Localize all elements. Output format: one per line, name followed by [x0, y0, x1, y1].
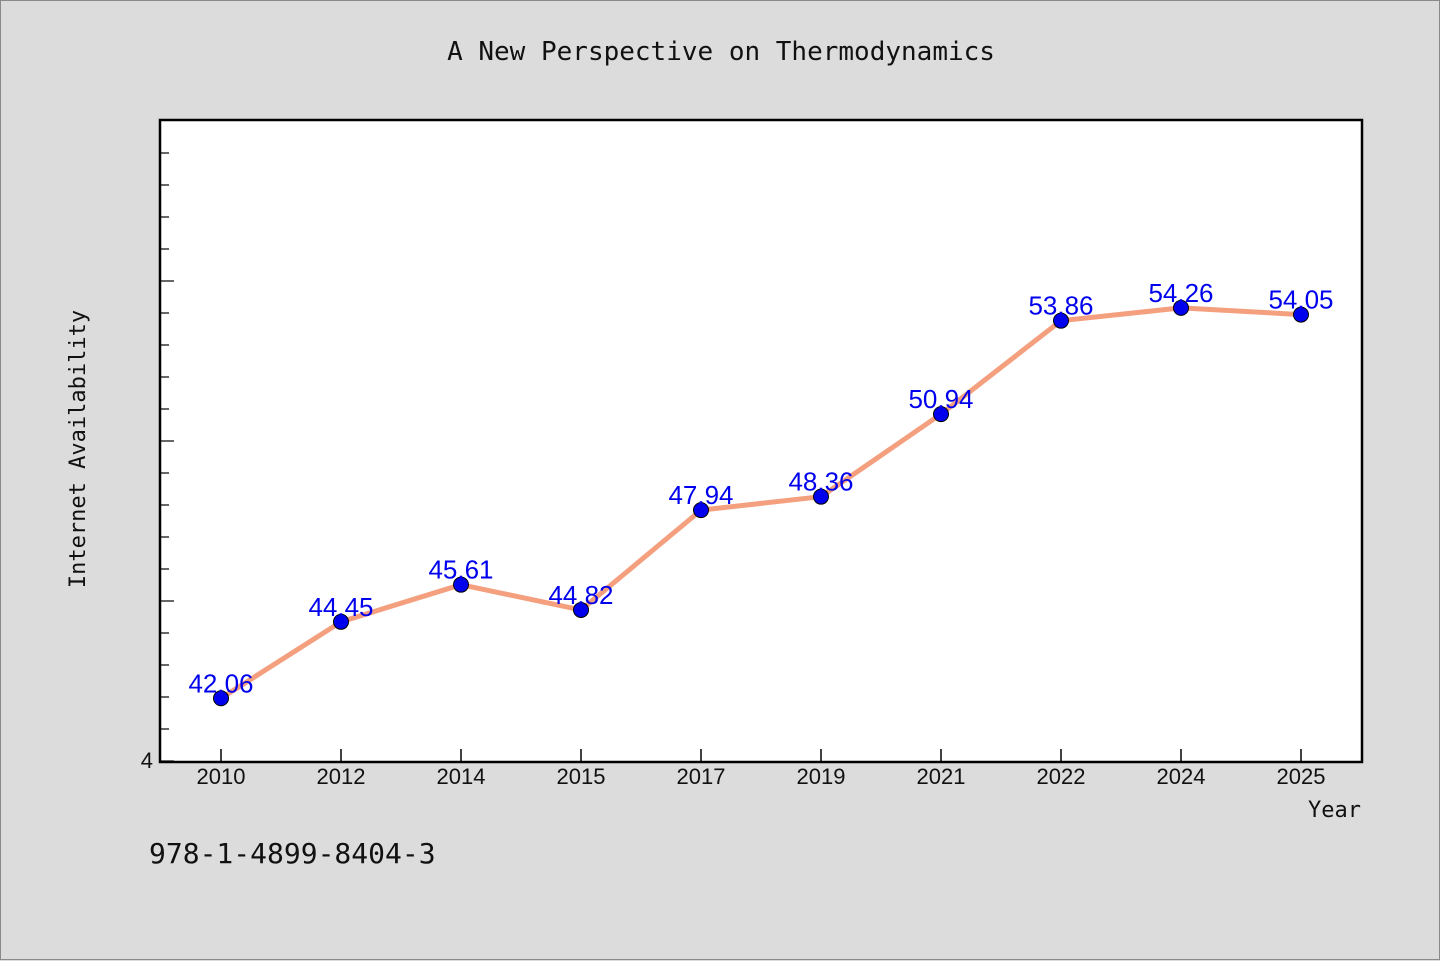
series-line [218, 305, 1304, 701]
data-point [333, 613, 349, 630]
x-tick-label: 2019 [797, 764, 846, 789]
y-axis-ticks [161, 152, 174, 762]
data-label: 53.86 [1028, 291, 1093, 321]
y-tick-label: 4 [141, 748, 153, 773]
x-axis-ticks: 2010 2012 2014 2015 2017 2019 2021 2022 2024 2025 [197, 749, 1326, 789]
data-point [573, 601, 589, 618]
plot-box [158, 118, 1364, 764]
x-tick-label: 2010 [197, 764, 246, 789]
data-label: 54.26 [1148, 278, 1213, 308]
data-point [453, 576, 469, 593]
x-tick-label: 2022 [1037, 764, 1086, 789]
x-tick-label: 2021 [917, 764, 966, 789]
x-tick-label: 2014 [437, 764, 486, 789]
data-point [693, 502, 709, 519]
data-point [1293, 306, 1309, 323]
x-tick-label: 2012 [317, 764, 366, 789]
data-label: 48.36 [788, 467, 853, 497]
data-point [213, 690, 229, 707]
data-label: 50.94 [908, 384, 973, 414]
data-label: 45.61 [428, 555, 493, 585]
series-layer [213, 299, 1309, 707]
data-label: 54.05 [1268, 285, 1333, 315]
data-point [933, 406, 949, 423]
data-label: 44.82 [548, 580, 613, 610]
data-label: 47.94 [668, 480, 733, 510]
x-tick-label: 2015 [557, 764, 606, 789]
chart-title: A New Perspective on Thermodynamics [447, 37, 995, 67]
y-axis-title: Internet Availability [66, 310, 91, 588]
data-label-layer: 42.06 44.45 45.61 44.82 47.94 48.36 50.94 53.86… [188, 278, 1333, 698]
data-label: 44.45 [308, 592, 373, 622]
data-point [1053, 312, 1069, 329]
data-point [813, 488, 829, 505]
x-tick-label: 2024 [1157, 764, 1206, 789]
x-axis-title: Year [1308, 798, 1361, 823]
data-label: 42.06 [188, 668, 253, 698]
data-point [1173, 299, 1189, 316]
x-tick-label: 2017 [677, 764, 726, 789]
isbn-label: 978-1-4899-8404-3 [149, 837, 436, 870]
x-tick-label: 2025 [1277, 764, 1326, 789]
